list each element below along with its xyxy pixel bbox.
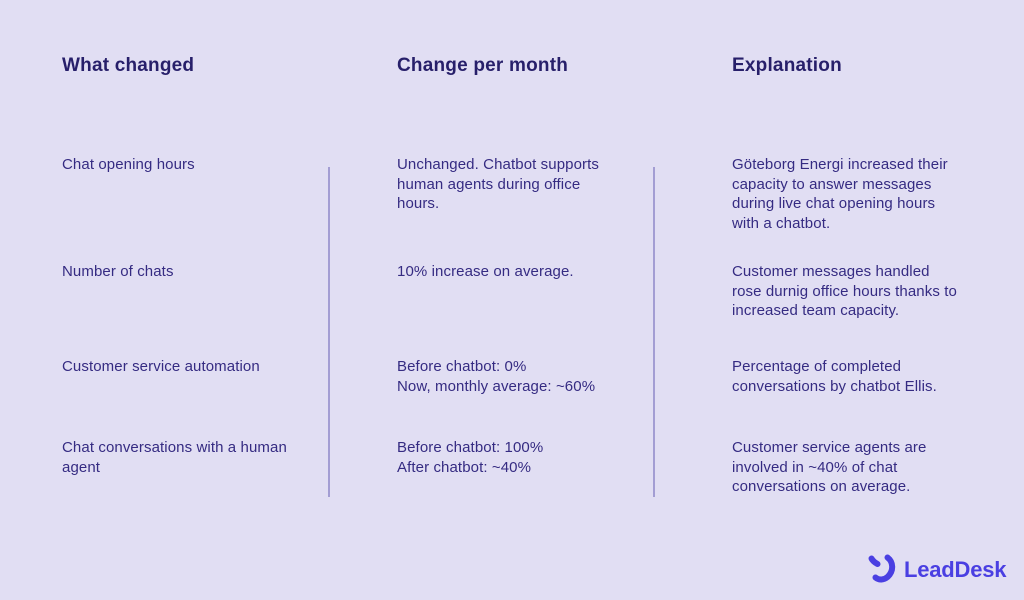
header-what-changed: What changed — [62, 55, 195, 76]
row-label: Number of chats — [62, 263, 174, 280]
row-label: Customer service automation — [62, 358, 260, 375]
table-header-row: What changed Change per month Explanatio… — [0, 55, 1024, 77]
header-change-per-month: Change per month — [397, 55, 569, 76]
header-explanation: Explanation — [732, 55, 842, 76]
row-explanation: Customer messages handled rose durnig of… — [732, 263, 957, 319]
row-change-value: Before chatbot: 100% After chatbot: ~40% — [397, 439, 544, 476]
row-change-value: 10% increase on average. — [397, 263, 574, 280]
row-explanation: Göteborg Energi increased their capacity… — [732, 156, 948, 232]
column-divider — [328, 167, 330, 497]
row-label: Chat conversations with a human agent — [62, 439, 287, 476]
row-explanation: Customer service agents are involved in … — [732, 439, 927, 495]
table-row: Chat opening hours Unchanged. Chatbot su… — [0, 155, 1024, 233]
table-row: Chat conversations with a human agent Be… — [0, 438, 1024, 497]
column-divider — [653, 167, 655, 497]
row-explanation: Percentage of completed conversations by… — [732, 358, 937, 395]
table-row: Customer service automation Before chatb… — [0, 357, 1024, 396]
leaddesk-mark-icon — [868, 554, 896, 583]
table-row: Number of chats 10% increase on average.… — [0, 262, 1024, 321]
row-label: Chat opening hours — [62, 156, 195, 173]
row-change-value: Unchanged. Chatbot supports human agents… — [397, 156, 599, 212]
leaddesk-logo: LeadDesk — [866, 553, 1007, 586]
row-change-value: Before chatbot: 0% Now, monthly average:… — [397, 358, 596, 395]
leaddesk-wordmark: LeadDesk — [904, 556, 1007, 582]
